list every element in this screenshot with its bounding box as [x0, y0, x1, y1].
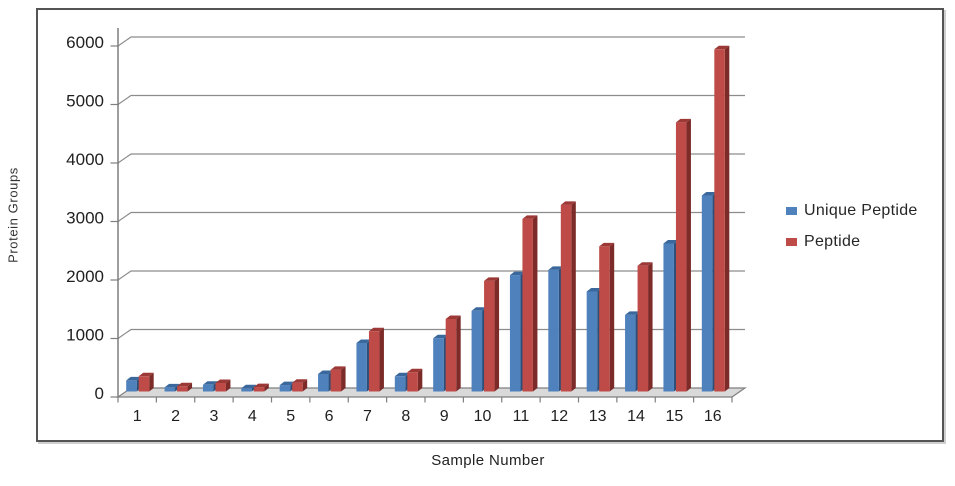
bar-group-6 — [318, 366, 346, 392]
bar-group-4 — [241, 383, 269, 392]
x-tick-label: 7 — [363, 408, 372, 425]
y-axis-tick-labels: 0 1000 2000 3000 4000 5000 6000 — [66, 33, 104, 403]
bar-peptide-sample-1 — [138, 372, 154, 392]
x-tick-label: 10 — [474, 408, 492, 425]
y-tick-label: 4000 — [66, 150, 104, 169]
bar-peptide-sample-2 — [177, 382, 193, 392]
x-tick-label: 11 — [513, 408, 530, 425]
x-tick-label: 14 — [627, 408, 645, 425]
legend-label-peptide: Peptide — [804, 233, 861, 250]
bar-peptide-sample-5 — [292, 379, 308, 392]
x-tick-label: 2 — [171, 408, 180, 425]
bar-peptide-sample-12 — [560, 201, 576, 392]
y-tick-label: 6000 — [66, 33, 104, 52]
gridlines — [110, 36, 745, 398]
x-tick-label: 8 — [401, 408, 410, 425]
bar-peptide-sample-14 — [637, 262, 653, 392]
x-axis-ticks — [117, 397, 733, 403]
bar-peptide-sample-6 — [330, 366, 346, 392]
bar-group-11 — [509, 215, 538, 392]
y-tick-label: 2000 — [66, 267, 104, 286]
x-tick-label: 13 — [589, 408, 607, 425]
x-tick-label: 15 — [666, 408, 684, 425]
bar-group-12 — [548, 201, 576, 392]
bar-peptide-sample-9 — [445, 315, 461, 392]
bar-peptide-sample-16 — [714, 45, 730, 392]
bar-group-13 — [586, 242, 615, 392]
legend-swatch-unique-peptide — [786, 207, 797, 215]
x-tick-label: 1 — [133, 408, 142, 425]
bar-group-16 — [701, 45, 730, 392]
bar-group-1 — [126, 372, 154, 392]
x-tick-label: 16 — [704, 408, 722, 425]
bar-peptide-sample-11 — [522, 215, 538, 392]
legend: Unique Peptide Peptide — [786, 202, 918, 264]
bars — [126, 45, 730, 392]
bar-group-10 — [471, 277, 500, 392]
x-tick-label: 5 — [286, 408, 295, 425]
bar-group-7 — [356, 327, 384, 392]
bar-group-2 — [164, 382, 193, 392]
y-axis-title: Protein Groups — [5, 167, 21, 263]
bar-peptide-sample-3 — [215, 379, 231, 392]
bar-peptide-sample-4 — [253, 383, 269, 392]
bar-group-9 — [433, 315, 461, 392]
legend-label-unique-peptide: Unique Peptide — [804, 202, 918, 219]
x-tick-label: 6 — [325, 408, 334, 425]
legend-item-unique-peptide: Unique Peptide — [786, 202, 918, 220]
x-tick-label: 4 — [248, 408, 257, 425]
y-tick-label: 1000 — [66, 326, 104, 345]
x-tick-label: 12 — [550, 408, 568, 425]
bar-peptide-sample-10 — [484, 277, 500, 392]
bar-group-15 — [663, 118, 691, 392]
x-tick-label: 9 — [440, 408, 449, 425]
x-axis-tick-labels: 1 2 3 4 5 6 7 8 9 10 11 12 13 14 15 16 — [133, 408, 722, 425]
x-axis-title: Sample Number — [431, 452, 545, 469]
bar-peptide-sample-7 — [368, 327, 384, 392]
bar-group-5 — [279, 379, 308, 392]
bar-group-14 — [625, 262, 653, 392]
bar-peptide-sample-15 — [675, 118, 691, 392]
legend-item-peptide: Peptide — [786, 233, 918, 251]
bar-peptide-sample-13 — [599, 242, 615, 392]
legend-swatch-peptide — [786, 238, 797, 246]
y-tick-label: 0 — [95, 384, 104, 403]
x-tick-label: 3 — [209, 408, 218, 425]
bar-peptide-sample-8 — [407, 368, 423, 392]
y-tick-label: 5000 — [66, 92, 104, 111]
bar-group-8 — [394, 368, 423, 392]
y-tick-label: 3000 — [66, 209, 104, 228]
bar-group-3 — [202, 379, 231, 392]
